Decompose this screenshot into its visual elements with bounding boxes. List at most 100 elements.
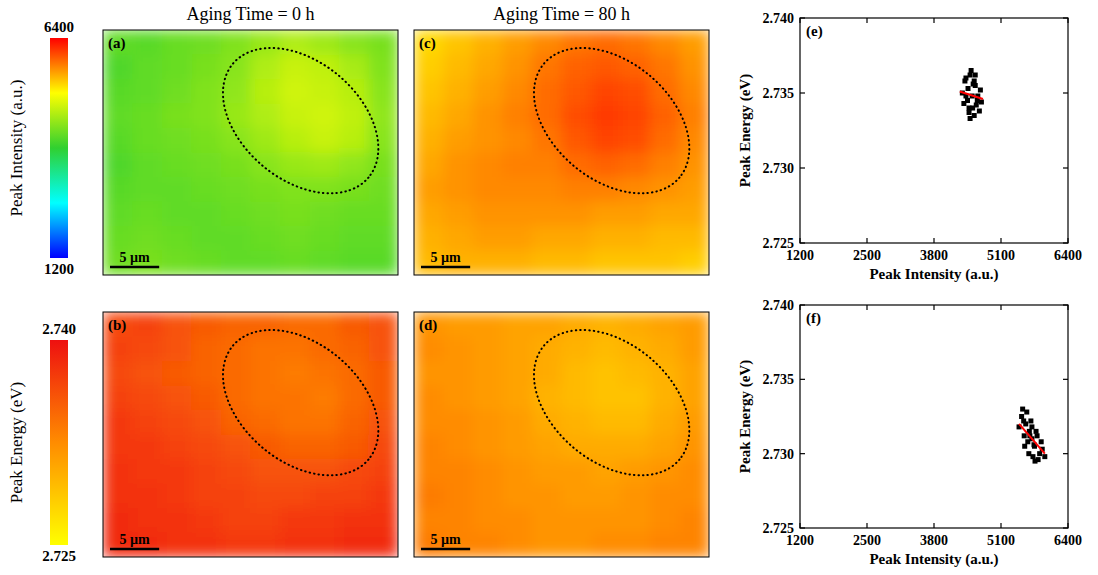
region-ellipse: [195, 19, 406, 223]
map-cell: [621, 386, 651, 411]
map-cell: [192, 128, 222, 153]
data-point: [961, 101, 966, 106]
map-cell: [532, 153, 562, 178]
map-cell: [591, 153, 621, 178]
map-cell: [562, 55, 592, 80]
map-cell: [133, 177, 163, 202]
map-cell: [280, 484, 310, 509]
map-cell: [162, 104, 192, 129]
map-cell: [680, 153, 710, 178]
colorbar-label: Peak Energy (eV): [7, 382, 26, 503]
region-ellipse: [195, 301, 406, 505]
y-tick-right: [1063, 167, 1068, 168]
map-cell: [650, 386, 680, 411]
map-cell: [591, 410, 621, 435]
map-cell: [650, 104, 680, 129]
map-cell: [503, 128, 533, 153]
map-cell: [280, 435, 310, 460]
map-cell: [621, 79, 651, 104]
map-cell: [280, 79, 310, 104]
panel-label: (e): [806, 23, 823, 40]
map-cell: [562, 79, 592, 104]
map-cell: [414, 337, 444, 362]
map-cell: [280, 202, 310, 227]
map-cell: [473, 484, 503, 509]
map-cell: [339, 508, 369, 533]
colorbar-tick-label: 2.740: [42, 321, 76, 337]
map-cell: [310, 435, 340, 460]
x-tick-top: [866, 18, 867, 23]
data-point: [971, 82, 976, 87]
map-cell: [680, 55, 710, 80]
map-cell: [251, 410, 281, 435]
map-cell: [133, 484, 163, 509]
x-tick: [866, 238, 867, 243]
colorbar-tick: [50, 340, 68, 341]
page: {"chart_data": [ {"type": "colorbar", "l…: [0, 0, 1098, 575]
map-cell: [192, 104, 222, 129]
map-cell: [192, 484, 222, 509]
scale-bar: [421, 266, 470, 269]
map-cell: [103, 128, 133, 153]
map-cell: [562, 435, 592, 460]
map-cell: [192, 435, 222, 460]
map-cell: [621, 251, 651, 276]
map-cell: [680, 79, 710, 104]
map-cell: [503, 251, 533, 276]
map-cell: [473, 508, 503, 533]
map-cell: [680, 30, 710, 55]
map-cell: [369, 484, 399, 509]
map-cell: [103, 361, 133, 386]
data-point: [977, 109, 982, 114]
scale-bar: [110, 548, 159, 551]
map-cell: [339, 226, 369, 251]
map-cell: [503, 79, 533, 104]
map-cell: [562, 459, 592, 484]
map-cell: [133, 435, 163, 460]
colorbar-tick-label: 1200: [44, 261, 74, 277]
map-cells: [103, 30, 398, 275]
map-cell: [680, 177, 710, 202]
data-point: [1035, 433, 1040, 438]
scale-bar-label: 5 µm: [430, 250, 461, 265]
map-cell: [280, 251, 310, 276]
map-cell: [369, 459, 399, 484]
map-cell: [650, 484, 680, 509]
map-cell: [650, 202, 680, 227]
map-cell: [133, 226, 163, 251]
map-cell: [650, 410, 680, 435]
map-cell: [251, 128, 281, 153]
map-cell: [591, 484, 621, 509]
map-cell: [591, 508, 621, 533]
map-frame: [103, 312, 398, 557]
map-cell: [251, 361, 281, 386]
map-cell: [133, 361, 163, 386]
data-point: [967, 110, 972, 115]
map-cell: [310, 251, 340, 276]
map-cell: [339, 386, 369, 411]
scale-bar-label: 5 µm: [119, 250, 150, 265]
map-cell: [621, 459, 651, 484]
map-cell: [414, 55, 444, 80]
map-cell: [473, 410, 503, 435]
map-area: [414, 312, 709, 557]
map-cell: [473, 177, 503, 202]
map-cell: [103, 226, 133, 251]
map-cell: [680, 226, 710, 251]
panel-label: (d): [419, 317, 437, 334]
map-cell: [680, 386, 710, 411]
map-cell: [650, 435, 680, 460]
map-cell: [339, 202, 369, 227]
map-cell: [369, 337, 399, 362]
x-tick-label: 6400: [1054, 533, 1082, 548]
map-cell: [444, 312, 474, 337]
map-cell: [192, 30, 222, 55]
map-cell: [562, 177, 592, 202]
scale-bar-label: 5 µm: [430, 532, 461, 547]
map-cell: [473, 337, 503, 362]
map-cell: [103, 55, 133, 80]
map-cell: [251, 55, 281, 80]
map-cell: [621, 30, 651, 55]
map-cell: [591, 251, 621, 276]
map-cell: [251, 484, 281, 509]
